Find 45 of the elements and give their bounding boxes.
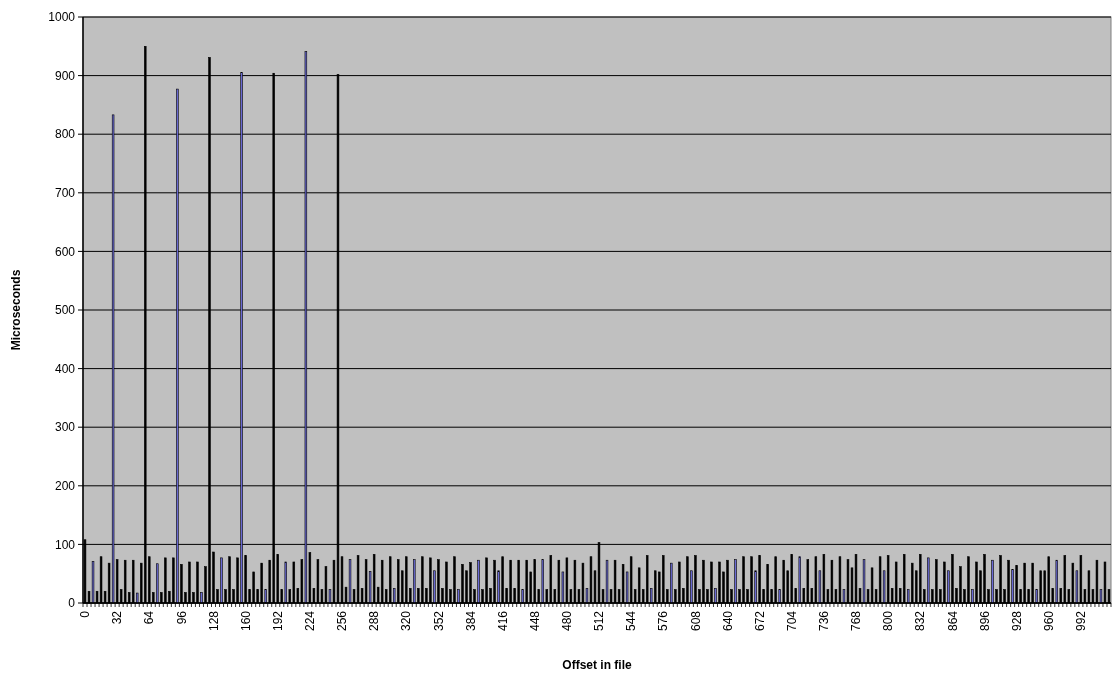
x-tick-label: 480 <box>560 610 575 632</box>
x-tick-label: 320 <box>399 610 414 632</box>
x-tick-label: 192 <box>270 610 285 632</box>
x-tick-label: 768 <box>849 610 864 632</box>
y-tick-label: 900 <box>54 68 76 83</box>
x-tick-label: 576 <box>656 610 671 632</box>
x-tick-label: 640 <box>720 610 735 632</box>
y-tick-label: 800 <box>54 127 76 142</box>
y-tick-label: 100 <box>54 537 76 552</box>
y-tick-label: 200 <box>54 479 76 493</box>
x-tick-label: 256 <box>335 610 350 632</box>
x-tick-label: 352 <box>431 610 446 632</box>
x-tick-label: 160 <box>238 610 253 632</box>
x-tick-label: 544 <box>624 610 639 632</box>
x-tick-label: 960 <box>1041 610 1056 632</box>
x-tick-label: 992 <box>1074 610 1089 632</box>
x-tick-label: 928 <box>1009 610 1024 632</box>
x-tick-label: 800 <box>881 610 896 632</box>
x-tick-label: 608 <box>688 610 703 632</box>
y-tick-label: 600 <box>54 244 76 259</box>
x-tick-label: 672 <box>752 610 767 632</box>
x-tick-label: 448 <box>527 610 542 632</box>
y-tick-label: 700 <box>54 186 76 200</box>
y-tick-label: 300 <box>54 420 76 435</box>
x-tick-label: 384 <box>463 610 478 632</box>
x-tick-label: 224 <box>303 610 318 632</box>
y-tick-label: 500 <box>54 303 76 318</box>
x-axis-title: Offset in file <box>562 658 632 672</box>
x-tick-label: 736 <box>817 610 832 632</box>
x-tick-label: 512 <box>592 610 607 632</box>
x-tick-label: 832 <box>913 610 928 632</box>
x-tick-label: 64 <box>142 610 157 625</box>
x-tick-label: 288 <box>367 610 382 632</box>
x-tick-label: 32 <box>110 610 125 625</box>
x-tick-label: 416 <box>495 610 510 632</box>
y-tick-label: 0 <box>68 596 76 611</box>
y-tick-label: 400 <box>54 361 76 376</box>
y-axis-title: Microseconds <box>9 269 24 351</box>
x-tick-label: 96 <box>174 610 189 625</box>
x-tick-label: 864 <box>945 610 960 632</box>
y-tick-label: 1000 <box>48 10 76 25</box>
x-tick-label: 896 <box>977 610 992 632</box>
x-tick-label: 0 <box>78 610 93 618</box>
x-tick-label: 128 <box>206 610 221 632</box>
x-tick-label: 704 <box>784 610 799 632</box>
